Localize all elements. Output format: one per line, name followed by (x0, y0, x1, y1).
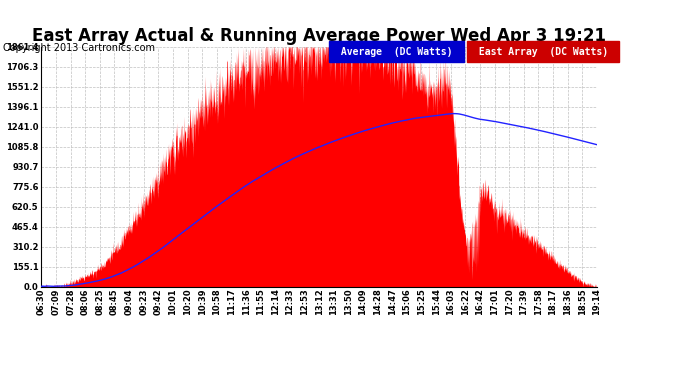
Title: East Array Actual & Running Average Power Wed Apr 3 19:21: East Array Actual & Running Average Powe… (32, 27, 606, 45)
Text: Copyright 2013 Cartronics.com: Copyright 2013 Cartronics.com (3, 43, 155, 53)
Text: East Array  (DC Watts): East Array (DC Watts) (473, 47, 613, 57)
Text: Average  (DC Watts): Average (DC Watts) (335, 47, 458, 57)
